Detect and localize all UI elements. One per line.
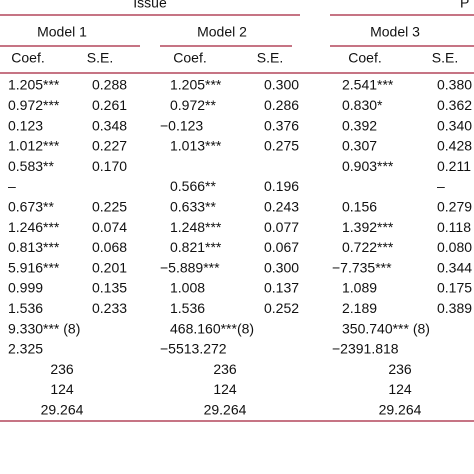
cell: 0.376: [264, 117, 299, 133]
cell: −7.735***: [332, 259, 392, 275]
model-title: Model 2: [197, 24, 247, 40]
cell: 0.673**: [8, 199, 54, 215]
cell: 0.077: [264, 219, 299, 235]
cell: 0.307: [342, 138, 377, 154]
cell: –: [437, 178, 445, 194]
cell: 1.536: [170, 300, 205, 316]
cell: 0.903***: [342, 158, 394, 174]
cell: 2.325: [8, 341, 43, 357]
cell: 0.722***: [342, 239, 394, 255]
cell: 0.821***: [170, 239, 222, 255]
cell: 2.541***: [342, 77, 394, 93]
cell: 0.227: [92, 138, 127, 154]
cell: 0.068: [92, 239, 127, 255]
column-header: Coef.: [11, 50, 44, 66]
cell: 1.013***: [170, 138, 222, 154]
cell: 0.252: [264, 300, 299, 316]
cell: 0.999: [8, 280, 43, 296]
summary-cell: 29.264: [379, 402, 422, 418]
column-header: Coef.: [348, 50, 381, 66]
cell: 0.275: [264, 138, 299, 154]
summary-cell: 236: [213, 361, 237, 377]
summary-cell: 124: [213, 381, 237, 397]
cell: 0.170: [92, 158, 127, 174]
cell: 0.813***: [8, 239, 60, 255]
group-title: P: [460, 0, 469, 11]
cell: 468.160***(8): [170, 320, 254, 336]
cell: 0.279: [437, 199, 472, 215]
cell: 0.300: [264, 259, 299, 275]
cell: 1.205***: [8, 77, 60, 93]
cell: 0.633**: [170, 199, 216, 215]
cell: 0.286: [264, 97, 299, 113]
group-title: Issue: [133, 0, 167, 11]
cell: 0.972**: [170, 97, 216, 113]
column-header: Coef.: [173, 50, 206, 66]
summary-cell: 236: [50, 361, 74, 377]
cell: −0.123: [160, 117, 203, 133]
cell: 5.916***: [8, 259, 60, 275]
cell: 1.392***: [342, 219, 394, 235]
cell: 9.330*** (8): [8, 320, 80, 336]
cell: 0.225: [92, 199, 127, 215]
cell: 0.118: [437, 219, 471, 235]
cell: 0.135: [92, 280, 127, 296]
cell: 0.074: [92, 219, 127, 235]
summary-cell: 29.264: [204, 402, 247, 418]
cell: 0.261: [92, 97, 127, 113]
cell: 0.201: [92, 259, 127, 275]
cell: 0.080: [437, 239, 472, 255]
cell: 0.392: [342, 117, 377, 133]
cell: 1.012***: [8, 138, 60, 154]
cell: 0.233: [92, 300, 127, 316]
cell: 0.196: [264, 178, 299, 194]
cell: −5513.272: [160, 341, 227, 357]
cell: 1.248***: [170, 219, 222, 235]
cell: −2391.818: [332, 341, 399, 357]
cell: 0.348: [92, 117, 127, 133]
cell: 1.089: [342, 280, 377, 296]
cell: 0.362: [437, 97, 472, 113]
cell: −5.889***: [160, 259, 220, 275]
model-title: Model 3: [370, 24, 420, 40]
column-header: S.E.: [432, 50, 458, 66]
summary-cell: 236: [388, 361, 412, 377]
cell: 1.205***: [170, 77, 222, 93]
model-title: Model 1: [37, 24, 87, 40]
cell: 0.243: [264, 199, 299, 215]
cell: 0.156: [342, 199, 377, 215]
cell: 0.380: [437, 77, 472, 93]
cell: 0.428: [437, 138, 472, 154]
cell: 0.566**: [170, 178, 216, 194]
cell: 0.344: [437, 259, 472, 275]
cell: 1.246***: [8, 219, 60, 235]
cell: 0.137: [264, 280, 299, 296]
cell: 0.389: [437, 300, 472, 316]
cell: 0.972***: [8, 97, 60, 113]
cell: 0.340: [437, 117, 472, 133]
summary-cell: 29.264: [41, 402, 84, 418]
cell: 0.300: [264, 77, 299, 93]
cell: 0.583**: [8, 158, 54, 174]
summary-cell: 124: [50, 381, 74, 397]
column-header: S.E.: [257, 50, 283, 66]
cell: 0.123: [8, 117, 43, 133]
cell: 2.189: [342, 300, 377, 316]
cell: 0.175: [437, 280, 472, 296]
summary-cell: 124: [388, 381, 412, 397]
cell: 1.008: [170, 280, 205, 296]
cell: 350.740*** (8): [342, 320, 430, 336]
cell: –: [8, 178, 16, 194]
cell: 0.830*: [342, 97, 383, 113]
cell: 0.288: [92, 77, 127, 93]
cell: 1.536: [8, 300, 43, 316]
column-header: S.E.: [87, 50, 113, 66]
cell: 0.211: [437, 158, 471, 174]
cell: 0.067: [264, 239, 299, 255]
